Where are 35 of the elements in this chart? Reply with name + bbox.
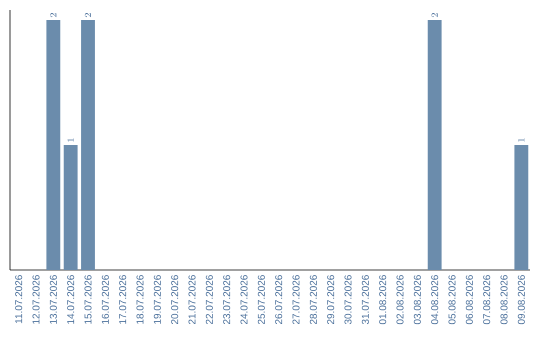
data-label: 1: [67, 138, 74, 142]
x-tick-label: 28.07.2026: [310, 275, 317, 324]
x-tick-label: 22.07.2026: [206, 275, 213, 324]
data-label: 2: [432, 13, 438, 18]
x-tick-label: 11.07.2026: [15, 275, 22, 324]
x-tick-label: 19.07.2026: [154, 275, 161, 324]
x-tick-label: 29.07.2026: [327, 275, 334, 324]
x-tick-label: 16.07.2026: [102, 275, 109, 324]
x-tick-label: 18.07.2026: [136, 275, 144, 324]
x-tick-label: 31.07.2026: [362, 275, 369, 324]
x-tick-label: 02.08.2026: [396, 275, 404, 324]
data-label: 2: [84, 13, 91, 18]
x-tick-label: 08.08.2026: [500, 275, 508, 324]
x-tick-label: 26.07.2026: [275, 275, 282, 324]
data-label: 1: [518, 138, 524, 142]
x-tick-label: 13.07.2026: [50, 275, 57, 324]
x-tick-label: 17.07.2026: [119, 275, 126, 324]
x-tick-label: 27.07.2026: [292, 275, 300, 324]
x-tick-label: 21.07.2026: [188, 275, 196, 324]
x-tick-label: 15.07.2026: [84, 275, 92, 324]
x-tick-label: 25.07.2026: [258, 275, 265, 324]
x-tick-label: 07.08.2026: [483, 275, 490, 324]
x-tick-label: 06.08.2026: [466, 275, 473, 324]
x-tick-label: 03.08.2026: [414, 275, 421, 324]
x-tick-label: 20.07.2026: [171, 275, 178, 324]
x-tick-label: 12.07.2026: [32, 275, 40, 324]
x-tick-label: 01.08.2026: [379, 275, 386, 324]
x-tick-label: 09.08.2026: [518, 275, 525, 324]
x-tick-label: 14.07.2026: [67, 275, 74, 324]
x-tick-label: 04.08.2026: [431, 275, 438, 324]
x-tick-label: 23.07.2026: [223, 275, 230, 324]
x-tick-label: 05.08.2026: [448, 275, 456, 324]
data-label: 2: [50, 13, 56, 18]
x-tick-label: 30.07.2026: [344, 275, 352, 324]
x-tick-label: 24.07.2026: [240, 275, 248, 324]
